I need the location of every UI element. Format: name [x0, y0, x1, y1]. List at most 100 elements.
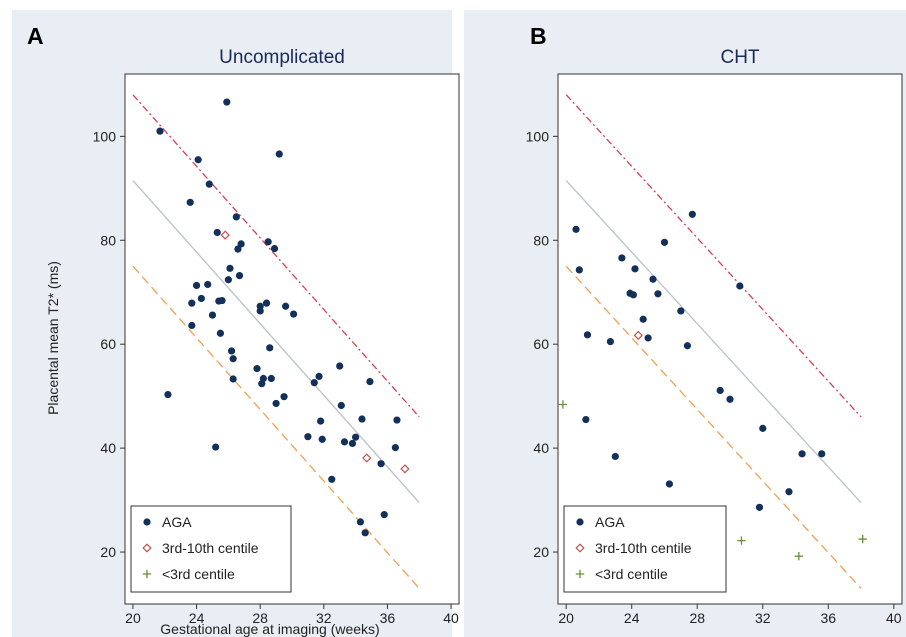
panel-b-legend-below-3rd-centile: <3rd centile — [595, 566, 668, 582]
panel-a-x-tick-label: 28 — [252, 610, 268, 626]
panel-a-aga-point — [213, 228, 221, 237]
panel-b-legend-3rd-10th-centile: 3rd-10th centile — [595, 540, 692, 556]
panel-a-upper-reference-line — [132, 94, 420, 418]
panel-b-aga-point — [736, 282, 744, 290]
panel-b-legend-box — [563, 505, 727, 593]
panel-b-aga-point — [582, 415, 590, 424]
panel-a-y-tick-label: 60 — [100, 336, 116, 352]
panel-a-aga-point — [194, 156, 202, 164]
panel-a-aga-point — [197, 294, 205, 303]
panel-b-aga-point — [785, 488, 793, 496]
panel-b-aga-point — [606, 337, 615, 346]
panel-b-below-3rd-centile-point — [858, 534, 867, 544]
panel-a-aga-point — [232, 213, 240, 221]
panel-a-y-tick-label: 100 — [93, 128, 117, 144]
panel-b-mid-reference-line — [565, 180, 862, 504]
panel-b-aga-point — [654, 290, 662, 298]
panel-b-y-tick-label: 20 — [533, 544, 549, 560]
panel-a-x-tick-label: 40 — [443, 610, 459, 626]
panel-b-legend-marker-0 — [576, 518, 584, 526]
panel-a-legend-symbol — [142, 543, 152, 553]
panel-b-below-3rd-centile-point — [558, 400, 568, 409]
panel-a-aga-point — [328, 475, 336, 483]
panel-a-aga-point — [188, 321, 196, 330]
panel-a-aga-point — [336, 362, 344, 370]
panel-b-aga-point — [688, 210, 696, 218]
panel-b-aga-point — [631, 265, 639, 273]
panel-a-centile-3-10-point — [220, 230, 230, 240]
panel-a-aga-point — [272, 399, 280, 408]
panel-a-aga-point — [186, 198, 194, 206]
panel-b-legend-symbol — [575, 543, 585, 553]
panel-a-aga-point — [164, 390, 172, 399]
panel-a-aga-point — [337, 401, 345, 410]
panel-b-aga-point — [618, 254, 626, 262]
panel-a-aga-point — [356, 518, 364, 526]
panel-a-aga-point — [391, 443, 399, 452]
panel-a: A Uncomplicated 20 24 28 32 36 4020406080100 … — [12, 10, 460, 637]
panel-b-legend-symbol — [576, 518, 584, 526]
panel-a-lower-reference-line — [132, 265, 420, 589]
panel-b-title: CHT — [720, 47, 759, 68]
panel-a-x-axis-label: Gestational age at imaging (weeks) — [160, 621, 379, 637]
panel-b-x-tick-label: 20 — [558, 610, 574, 626]
panel-a-legend-below-3rd-centile: <3rd centile — [162, 566, 235, 582]
panel-b-aga-point — [798, 450, 806, 458]
panel-b-legend-aga: AGA — [595, 514, 625, 530]
panel-a-aga-point — [234, 245, 242, 253]
panel-b-aga-point — [677, 307, 685, 315]
panel-b-x-tick-label: 32 — [755, 610, 771, 626]
panel-a-centile-3-10-point — [362, 453, 372, 463]
panel-b-reference-lines — [565, 94, 862, 589]
panel-b-aga-point — [818, 450, 826, 458]
panel-a-mid-reference-line — [132, 180, 420, 504]
panel-a-legend-box — [130, 505, 292, 593]
panel-a-axes: 20 24 28 32 36 40 20 40 60 80 100 — [93, 128, 459, 626]
panel-b-aga-point — [726, 395, 734, 403]
panel-b-x-tick-label: 28 — [689, 610, 705, 626]
panel-b-legend-symbol — [575, 569, 585, 579]
panel-b-below-3rd-centile-point — [737, 536, 746, 545]
panel-a-legend-marker-1 — [142, 543, 152, 553]
panel-a-reference-lines — [132, 94, 420, 589]
panel-a-aga-point — [318, 435, 326, 443]
panel-a-aga-point — [264, 238, 272, 246]
panel-a-aga-point — [352, 433, 360, 441]
panel-a-aga-point — [393, 416, 401, 424]
panel-a-legend-marker-0 — [143, 518, 151, 526]
panel-b-lower-reference-line — [565, 265, 862, 589]
panel-a-aga-point — [218, 296, 226, 305]
panel-a-aga-point — [212, 443, 220, 451]
panel-b-aga-point — [716, 386, 724, 395]
panel-b-aga-point — [649, 275, 657, 283]
panel-b-x-tick-label: 24 — [624, 610, 640, 626]
panel-b-x-tick-label: 40 — [886, 610, 902, 626]
panel-a-aga-point — [377, 460, 385, 468]
panel-a-aga-point — [223, 98, 231, 106]
panel-a-aga-point — [262, 299, 271, 307]
panel-b-legend: AGA 3rd-10th centile <3rd centile — [563, 505, 727, 593]
panel-a-legend: AGA 3rd-10th centile <3rd centile — [130, 505, 292, 593]
panel-a-aga-point — [188, 299, 196, 307]
panel-a-aga-point — [266, 344, 274, 352]
panel-a-aga-point — [275, 150, 283, 158]
panel-b-aga-point — [660, 238, 669, 246]
panel-a-centile-3-10-point — [400, 464, 410, 474]
panel-b-centile-3-10-point — [633, 330, 643, 341]
panel-b-aga-point — [644, 334, 652, 342]
panel-a-aga-point — [348, 439, 357, 448]
panel-b-data-points — [558, 210, 867, 561]
panel-a-aga-point — [156, 127, 164, 135]
panel-a-aga-point — [229, 355, 237, 363]
panel-a-aga-point — [256, 307, 264, 315]
panel-a-aga-point — [280, 393, 288, 401]
panel-a-aga-point — [270, 244, 279, 253]
panel-a-aga-point — [235, 272, 244, 280]
panel-b-aga-point — [683, 342, 692, 350]
panel-a-aga-point — [267, 374, 275, 383]
panel-b-axes: 20 24 28 32 36 40 20 40 60 80 100 — [526, 128, 902, 626]
panel-a-aga-point — [317, 417, 325, 425]
panel-a-aga-point — [216, 329, 225, 337]
panel-b-x-tick-label: 36 — [820, 610, 836, 626]
